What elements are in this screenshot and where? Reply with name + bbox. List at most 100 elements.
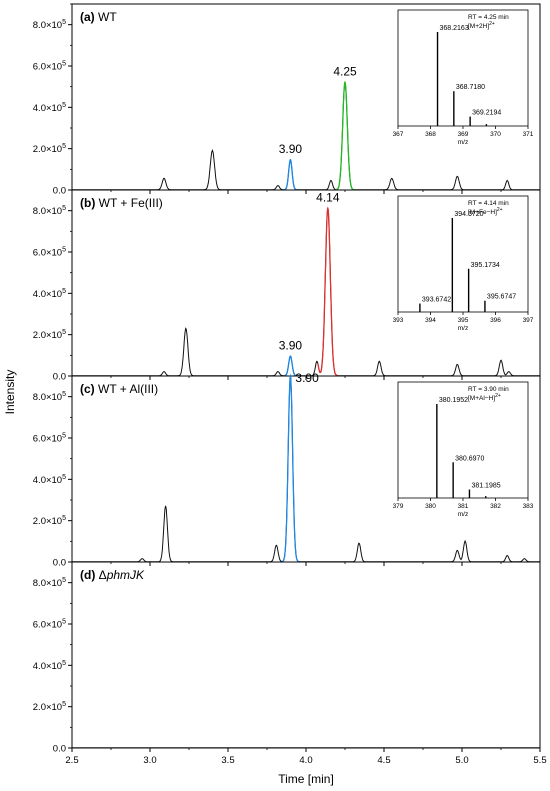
panel-label: (a) [80, 10, 95, 24]
y-tick-label: 4.0×105 [33, 660, 66, 672]
inset-ion-formula-main: [M+Fe−H] [468, 209, 497, 216]
panel-title: (d) ΔphmJK [80, 568, 145, 582]
stick-label: 380.1952 [439, 397, 468, 404]
inset-x-tick-label: 368 [425, 131, 436, 138]
y-tick-mantissa: 6.0×10 [33, 62, 62, 73]
y-tick-mantissa: 4.0×10 [33, 661, 62, 672]
y-tick-exponent: 5 [62, 61, 66, 68]
x-tick-label: 5.5 [533, 755, 546, 766]
y-tick-exponent: 5 [62, 288, 66, 295]
stick-label: 381.1985 [471, 483, 500, 490]
y-tick-exponent: 5 [62, 474, 66, 481]
x-tick-label: 5.0 [455, 755, 468, 766]
y-tick-exponent: 5 [62, 391, 66, 398]
stick-label: 368.2163 [440, 25, 469, 32]
peak-label: 3.90 [279, 142, 303, 156]
inset-x-label: m/z [458, 511, 468, 518]
inset-ion-formula: [M+Fe−H]2+ [468, 207, 503, 216]
panel-title-text: WT + Al(III) [95, 382, 158, 396]
inset-x-tick-label: 367 [393, 131, 404, 138]
y-tick-label: 2.0×105 [33, 515, 66, 527]
y-tick-mantissa: 8.0×10 [33, 578, 62, 589]
highlighted-peak [317, 206, 338, 377]
y-tick-label: 6.0×105 [33, 61, 66, 73]
peak-label: 3.90 [279, 338, 303, 352]
y-tick-label: 8.0×105 [33, 205, 66, 217]
x-tick-label: 2.5 [65, 755, 78, 766]
inset-retention-time: RT = 4.14 min [468, 200, 509, 207]
inset-ion-formula-main: [M+2H] [468, 23, 489, 30]
y-tick-mantissa: 2.0×10 [33, 330, 62, 341]
y-tick-label: 8.0×105 [33, 391, 66, 403]
inset-retention-time: RT = 3.90 min [468, 386, 509, 393]
panel-title-text: WT [95, 10, 118, 24]
stick-label: 380.6970 [455, 455, 484, 462]
inset-x-tick-label: 393 [393, 317, 404, 324]
inset-x-tick-label: 379 [393, 503, 404, 510]
panel-label: (b) [80, 196, 95, 210]
stick-label: 393.6742 [422, 297, 451, 304]
y-tick-exponent: 5 [62, 660, 66, 667]
inset-frame [397, 195, 529, 313]
highlighted-peak [335, 80, 355, 191]
y-axis-label: Intensity [3, 370, 17, 415]
inset-ion-charge: 2+ [489, 21, 495, 27]
panel-title-prefix: Δ [95, 568, 106, 582]
inset-x-tick-label: 397 [523, 317, 534, 324]
inset-x-tick-label: 394 [425, 317, 436, 324]
y-tick-label: 0.0 [53, 372, 66, 383]
y-tick-mantissa: 6.0×10 [33, 620, 62, 631]
x-axis-label: Time [min] [278, 772, 334, 786]
y-tick-exponent: 5 [62, 433, 66, 440]
stick-label: 395.1734 [471, 262, 500, 269]
inset-retention-time: RT = 4.25 min [468, 14, 509, 21]
y-tick-mantissa: 8.0×10 [33, 392, 62, 403]
y-tick-label: 4.0×105 [33, 102, 66, 114]
x-tick-label: 3.5 [221, 755, 234, 766]
y-tick-exponent: 5 [62, 329, 66, 336]
y-tick-label: 0.0 [53, 558, 66, 569]
y-tick-exponent: 5 [62, 247, 66, 254]
y-tick-label: 2.0×105 [33, 701, 66, 713]
y-tick-mantissa: 4.0×10 [33, 475, 62, 486]
y-tick-exponent: 5 [62, 19, 66, 26]
y-tick-label: 6.0×105 [33, 619, 66, 631]
y-tick-label: 6.0×105 [33, 433, 66, 445]
panel-title-italic: phmJK [106, 568, 145, 582]
highlighted-peak [283, 355, 298, 377]
stick-label: 369.2194 [472, 110, 501, 117]
y-tick-mantissa: 8.0×10 [33, 20, 62, 31]
inset-frame [397, 381, 529, 499]
stick-label: 395.6747 [487, 294, 516, 301]
inset-x-label: m/z [458, 325, 468, 332]
y-tick-label: 4.0×105 [33, 474, 66, 486]
panel-title: (a) WT [80, 10, 117, 24]
y-tick-mantissa: 4.0×10 [33, 103, 62, 114]
y-tick-label: 8.0×105 [33, 577, 66, 589]
y-tick-mantissa: 8.0×10 [33, 206, 62, 217]
panel-title-text: WT + Fe(III) [95, 196, 162, 210]
y-tick-exponent: 5 [62, 515, 66, 522]
y-tick-exponent: 5 [62, 143, 66, 150]
mass-spectrum-inset: 380.1952 380.6970 381.1985 379 380 381 382 383 m… [393, 381, 534, 518]
inset-ion-formula: [M+2H]2+ [468, 21, 495, 30]
y-tick-exponent: 5 [62, 102, 66, 109]
y-tick-exponent: 5 [62, 701, 66, 708]
y-tick-exponent: 5 [62, 205, 66, 212]
x-tick-label: 4.0 [299, 755, 312, 766]
y-tick-mantissa: 2.0×10 [33, 516, 62, 527]
y-tick-label: 2.0×105 [33, 143, 66, 155]
panel-title: (c) WT + Al(III) [80, 382, 158, 396]
panel-frame [71, 561, 541, 749]
y-tick-label: 0.0 [53, 744, 66, 755]
inset-x-tick-label: 370 [490, 131, 501, 138]
mass-spectrum-inset: 393.6742 394.6720 395.1734 395.6747 393 394 39… [393, 195, 534, 332]
inset-x-tick-label: 382 [490, 503, 501, 510]
y-tick-label: 4.0×105 [33, 288, 66, 300]
y-tick-label: 6.0×105 [33, 247, 66, 259]
stick-label: 394.6720 [454, 211, 483, 218]
